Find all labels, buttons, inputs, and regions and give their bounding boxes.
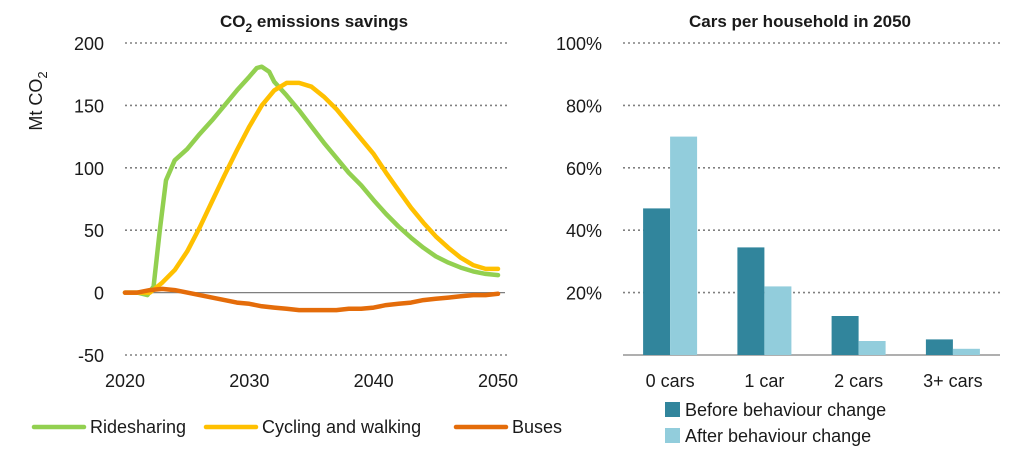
legend-label-ridesharing: Ridesharing: [90, 417, 186, 437]
left-y-tick-label: 100: [74, 159, 104, 179]
right-category-label: 0 cars: [646, 371, 695, 391]
left-y-tick-labels: -50 0 50 100 150 200: [74, 34, 104, 366]
legend-label-cycling-walking: Cycling and walking: [262, 417, 421, 437]
right-y-tick-label: 60%: [566, 159, 602, 179]
left-y-tick-label: 50: [84, 221, 104, 241]
right-y-tick-label: 40%: [566, 221, 602, 241]
cycling-walking-line: [122, 80, 501, 295]
bar-after-3: [952, 348, 980, 355]
legend-swatch-after: [665, 428, 680, 443]
legend-label-buses: Buses: [512, 417, 562, 437]
right-category-label: 2 cars: [834, 371, 883, 391]
right-legend: Before behaviour change After behaviour …: [665, 400, 886, 446]
left-y-tick-label: 0: [94, 284, 104, 304]
left-x-tick-label: 2040: [354, 371, 394, 391]
left-y-axis-label: Mt CO2: [26, 71, 50, 130]
cars-per-household-chart: Cars per household in 2050 20% 40% 60% 80% 1…: [556, 12, 1000, 391]
legend-item-ridesharing: Ridesharing: [31, 417, 186, 437]
bar-before-3: [925, 339, 953, 355]
legend-item-buses: Buses: [453, 417, 562, 437]
left-y-tick-label: 150: [74, 96, 104, 116]
right-category-labels: 0 cars 1 car 2 cars 3+ cars: [646, 371, 983, 391]
left-legend: Ridesharing Cycling and walking Buses: [31, 417, 562, 437]
co2-savings-chart: CO2 emissions savings Mt CO2 -50 0 50 100 15…: [26, 12, 518, 391]
bar-after-1: [764, 286, 792, 355]
right-chart-title: Cars per household in 2050: [689, 12, 911, 31]
left-x-tick-label: 2030: [229, 371, 269, 391]
legend-label-after: After behaviour change: [685, 426, 871, 446]
right-category-label: 3+ cars: [923, 371, 983, 391]
right-bars: [643, 136, 980, 355]
bar-after-0: [670, 136, 698, 355]
bar-before-2: [831, 316, 859, 355]
left-series-lines: [122, 64, 501, 313]
left-x-tick-label: 2050: [478, 371, 518, 391]
right-y-tick-label: 80%: [566, 96, 602, 116]
right-y-tick-label: 20%: [566, 284, 602, 304]
left-x-tick-label: 2020: [105, 371, 145, 391]
left-y-tick-label: 200: [74, 34, 104, 54]
ridesharing-line: [122, 64, 501, 298]
right-y-tick-labels: 20% 40% 60% 80% 100%: [556, 34, 602, 304]
right-category-label: 1 car: [744, 371, 784, 391]
bar-before-1: [737, 247, 765, 355]
buses-line: [122, 286, 501, 313]
left-x-tick-labels: 2020 2030 2040 2050: [105, 371, 518, 391]
legend-item-cycling-walking: Cycling and walking: [203, 417, 421, 437]
left-chart-title: CO2 emissions savings: [220, 12, 408, 35]
legend-swatch-before: [665, 402, 680, 417]
bar-before-0: [643, 208, 671, 355]
legend-item-after: After behaviour change: [665, 426, 871, 446]
left-y-tick-label: -50: [78, 346, 104, 366]
right-y-tick-label: 100%: [556, 34, 602, 54]
legend-label-before: Before behaviour change: [685, 400, 886, 420]
left-gridlines: [125, 42, 510, 356]
legend-item-before: Before behaviour change: [665, 400, 886, 420]
bar-after-2: [858, 341, 886, 355]
